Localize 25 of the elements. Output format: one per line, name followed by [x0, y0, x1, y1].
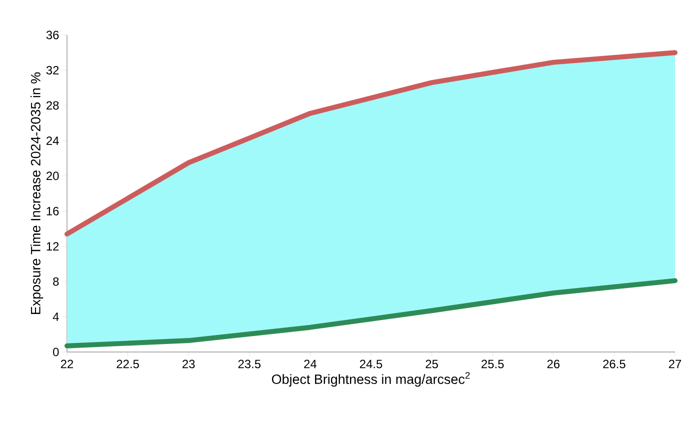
- y-tick-label: 4: [52, 312, 59, 321]
- y-tick-label: 32: [46, 66, 59, 74]
- y-tick-label: 28: [46, 101, 59, 110]
- y-tick-label: 24: [46, 136, 59, 145]
- y-axis-title: Exposure Time Increase 2024-2035 in %: [30, 72, 44, 314]
- x-tick-label: 26: [547, 360, 560, 368]
- x-tick-label: 26.5: [603, 360, 626, 368]
- x-tick-label: 24: [304, 360, 316, 368]
- x-tick-label: 24.5: [360, 360, 382, 368]
- y-tick-label: 12: [46, 242, 59, 251]
- y-tick-label: 8: [53, 277, 59, 286]
- line-series: [64, 278, 678, 348]
- y-tick-label: 20: [46, 172, 59, 180]
- x-tick-label: 25: [426, 360, 438, 368]
- x-tick-label: 27: [668, 360, 682, 368]
- x-tick-label: 22.5: [116, 360, 139, 368]
- line-series: [64, 50, 678, 236]
- x-tick-label: 22: [60, 360, 74, 368]
- x-tick-label: 25.5: [482, 360, 504, 368]
- y-tick-label: 36: [46, 30, 59, 40]
- y-tick-label: 16: [46, 206, 59, 216]
- x-axis-title: Object Brightness in mag/arcsec$^{2}$: [272, 372, 470, 387]
- x-tick-label: 23.5: [238, 360, 261, 368]
- x-tick-label: 23: [182, 360, 195, 368]
- y-tick-label: 0: [53, 348, 59, 356]
